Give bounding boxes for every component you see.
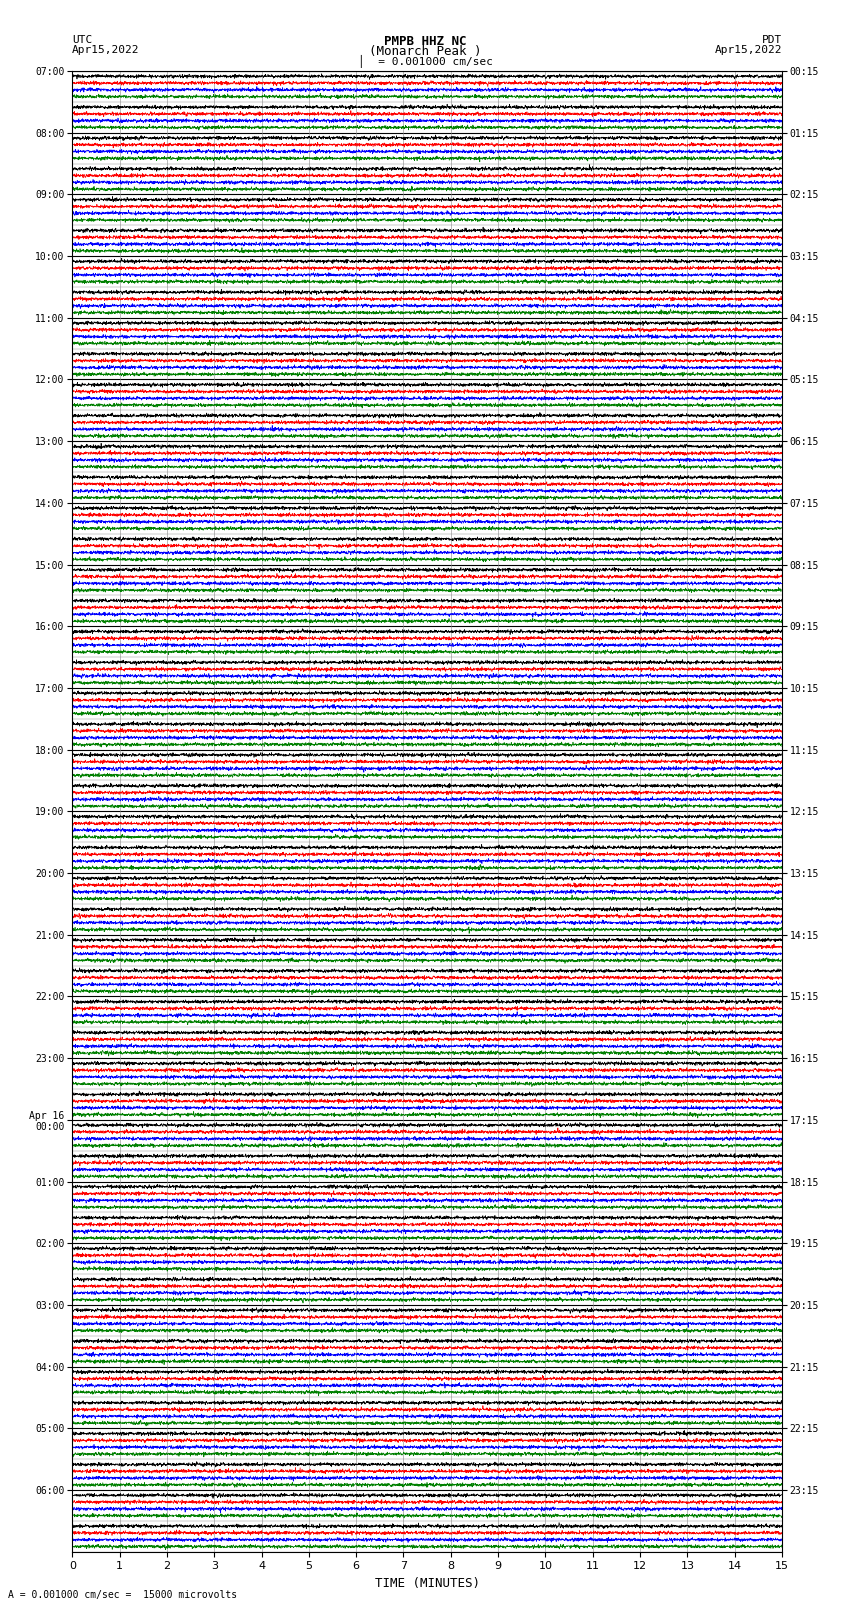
Text: (Monarch Peak ): (Monarch Peak ) — [369, 45, 481, 58]
Text: Apr15,2022: Apr15,2022 — [72, 45, 139, 55]
Text: │  = 0.001000 cm/sec: │ = 0.001000 cm/sec — [358, 55, 492, 68]
Text: UTC: UTC — [72, 35, 93, 45]
X-axis label: TIME (MINUTES): TIME (MINUTES) — [375, 1578, 479, 1590]
Text: Apr15,2022: Apr15,2022 — [715, 45, 782, 55]
Text: A = 0.001000 cm/sec =  15000 microvolts: A = 0.001000 cm/sec = 15000 microvolts — [8, 1590, 238, 1600]
Text: PMPB HHZ NC: PMPB HHZ NC — [383, 35, 467, 48]
Text: PDT: PDT — [762, 35, 782, 45]
